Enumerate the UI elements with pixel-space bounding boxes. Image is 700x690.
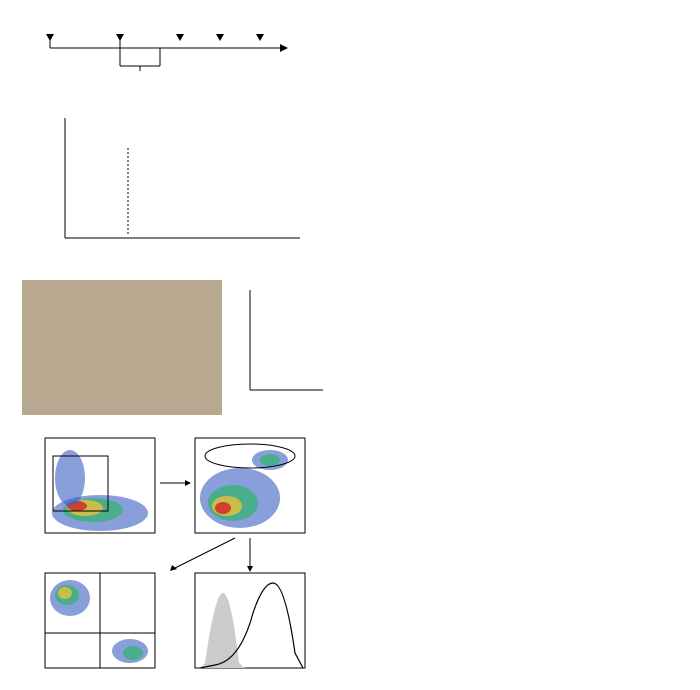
panel-F-4 bbox=[525, 280, 695, 405]
panel-B-chart bbox=[30, 108, 320, 268]
panel-H-left bbox=[360, 540, 525, 660]
panel-F-2 bbox=[525, 148, 695, 273]
panel-H-right bbox=[530, 540, 695, 660]
panel-G-chart bbox=[360, 428, 690, 528]
panel-F-3 bbox=[360, 280, 520, 405]
panel-E-left bbox=[360, 8, 525, 128]
panel-C-photo bbox=[22, 280, 222, 415]
panel-C-chart bbox=[228, 280, 328, 415]
panel-F-1 bbox=[360, 148, 520, 273]
panel-D-facs bbox=[25, 428, 330, 683]
panel-A-timeline bbox=[30, 8, 310, 98]
panel-E-right bbox=[530, 8, 695, 128]
